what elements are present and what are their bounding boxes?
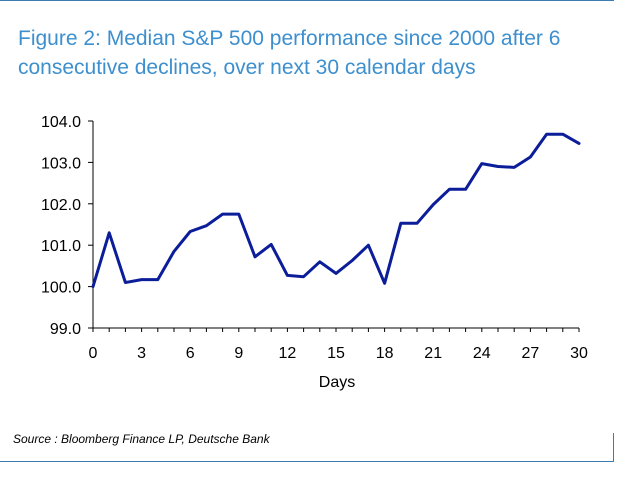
x-tick-label: 15 (327, 345, 345, 362)
source-note: Source : Bloomberg Finance LP, Deutsche … (13, 432, 270, 446)
y-tick-label: 100.0 (41, 280, 81, 297)
right-rule (613, 433, 614, 462)
chart-axes: 99.0 100.0 101.0 102.0 103.0 104.0 0 3 6 9 12 15 18 2… (41, 114, 588, 362)
x-tick-label: 0 (89, 345, 98, 362)
top-rule (0, 0, 614, 1)
x-tick-label: 6 (186, 345, 195, 362)
y-tick-label: 102.0 (41, 197, 81, 214)
series-line (91, 132, 581, 289)
y-tick-label: 103.0 (41, 155, 81, 172)
bottom-rule (0, 461, 614, 462)
x-tick-label: 12 (279, 345, 297, 362)
x-tick-label: 24 (473, 345, 491, 362)
y-tick-label: 104.0 (41, 114, 81, 131)
x-tick-label: 21 (424, 345, 442, 362)
x-tick-label: 30 (570, 345, 588, 362)
x-axis-title: Days (319, 374, 355, 391)
y-tick-label: 99.0 (50, 321, 81, 338)
chart-series (91, 132, 581, 289)
x-tick-label: 3 (137, 345, 146, 362)
x-tick-label: 9 (234, 345, 243, 362)
x-tick-label: 27 (522, 345, 540, 362)
figure-title: Figure 2: Median S&P 500 performance sin… (18, 27, 561, 79)
x-tick-label: 18 (376, 345, 394, 362)
y-tick-label: 101.0 (41, 238, 81, 255)
